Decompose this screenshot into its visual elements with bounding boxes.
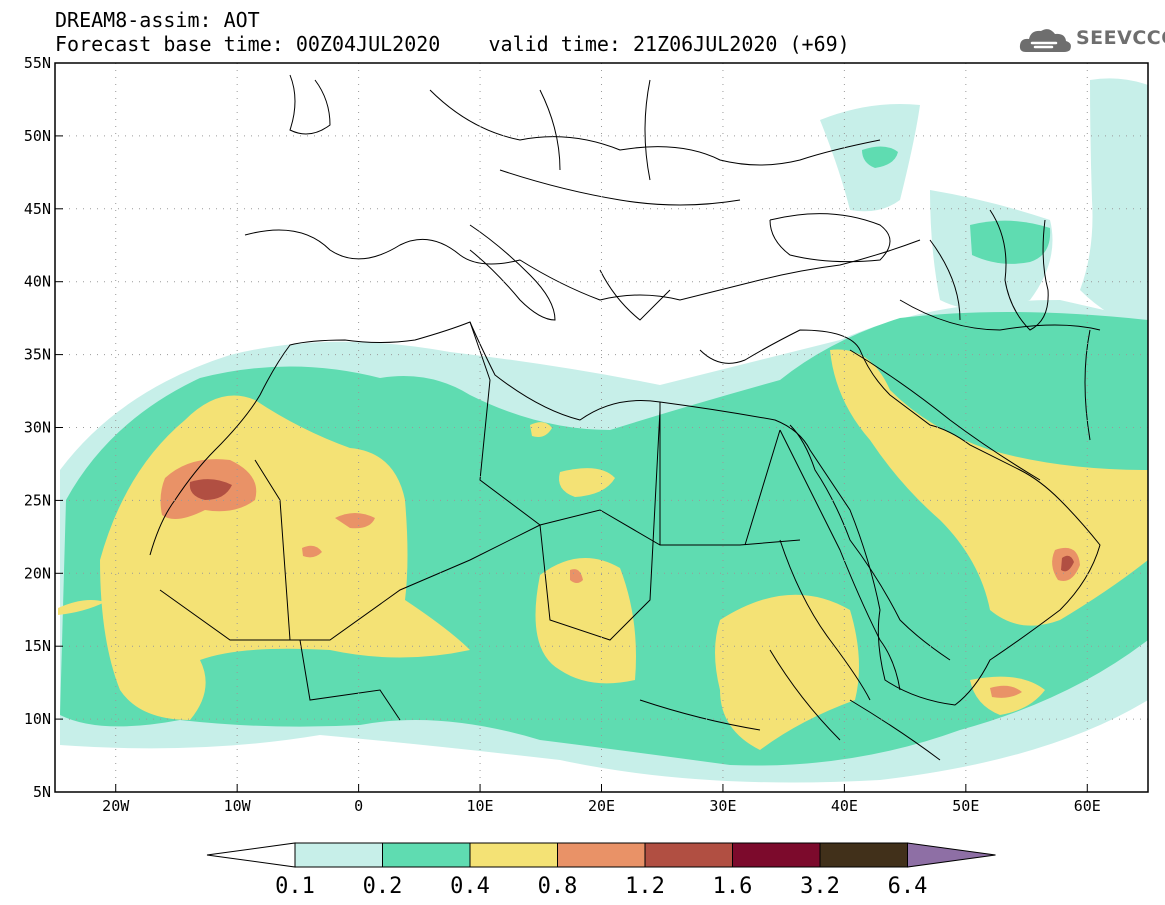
y-axis: 5N 10N 15N 20N 25N 30N 35N 40N 45N 50N 55N xyxy=(24,54,63,801)
x-tick-label: 10W xyxy=(224,797,252,815)
base-time: Forecast base time: 00Z04JUL2020 xyxy=(55,32,441,56)
border-egypt xyxy=(659,402,781,546)
colorbar-swatch xyxy=(644,842,733,868)
valid-time: valid time: 21Z06JUL2020 (+69) xyxy=(488,32,850,56)
colorbar-swatch xyxy=(557,842,646,868)
colorbar-label: 1.6 xyxy=(713,874,753,899)
coastline-italy xyxy=(469,224,556,321)
y-tick-label: 35N xyxy=(24,346,51,364)
x-axis: 20W 10W 0 10E 20E 30E 40E 50E 60E xyxy=(102,784,1101,815)
colorbar-label: 0.1 xyxy=(275,874,315,899)
border-sahara-1 xyxy=(254,459,801,641)
product-title: DREAM8-assim: AOT xyxy=(55,8,260,32)
x-tick-label: 50E xyxy=(952,797,979,815)
cloud-icon xyxy=(1019,29,1071,52)
y-tick-label: 15N xyxy=(24,637,51,655)
colorbar-label: 1.2 xyxy=(625,874,665,899)
x-tick-label: 60E xyxy=(1074,797,1101,815)
colorbar-swatch xyxy=(469,842,558,868)
coastline-uk xyxy=(289,74,331,135)
y-tick-label: 55N xyxy=(24,54,51,72)
colorbar-label: 0.8 xyxy=(538,874,578,899)
colorbar-swatch xyxy=(732,842,821,868)
border-west xyxy=(159,589,401,721)
colorbar-swatch xyxy=(382,842,471,868)
border-eastafrica xyxy=(639,539,941,761)
border-sahara-2 xyxy=(469,321,661,641)
x-tick-label: 20W xyxy=(102,797,130,815)
aot-level-1.2 xyxy=(189,479,1074,572)
colorbar-over-arrow xyxy=(907,842,996,868)
y-tick-label: 30N xyxy=(24,419,51,437)
colorbar-label: 0.2 xyxy=(363,874,403,899)
border-europe xyxy=(429,79,881,206)
x-tick-label: 0 xyxy=(354,797,363,815)
x-tick-label: 10E xyxy=(467,797,494,815)
map-header: DREAM8-assim: AOT Forecast base time: 00… xyxy=(55,8,955,56)
logo-text: SEEVCCC xyxy=(1076,27,1165,49)
map-outlines xyxy=(149,74,1101,761)
x-tick-label: 30E xyxy=(709,797,736,815)
coastline-europe xyxy=(244,229,921,301)
colorbar-label: 6.4 xyxy=(888,874,928,899)
y-tick-label: 20N xyxy=(24,564,51,582)
y-tick-label: 50N xyxy=(24,127,51,145)
colorbar-label: 0.4 xyxy=(450,874,490,899)
y-tick-label: 45N xyxy=(24,200,51,218)
time-line: Forecast base time: 00Z04JUL2020 valid t… xyxy=(55,32,955,56)
x-tick-label: 40E xyxy=(831,797,858,815)
x-tick-label: 20E xyxy=(588,797,615,815)
border-mideast xyxy=(849,239,1101,481)
colorbar-under-arrow xyxy=(206,842,296,868)
colorbar-swatch xyxy=(294,842,383,868)
coastline-greece xyxy=(599,269,671,321)
coastline-blacksea xyxy=(769,213,891,263)
aot-field xyxy=(58,78,1148,783)
colorbar: 0.1 0.2 0.4 0.8 1.2 1.6 3.2 6.4 xyxy=(206,842,996,899)
seevccc-logo: SEEVCCC xyxy=(1018,24,1165,56)
y-tick-label: 5N xyxy=(33,783,51,801)
y-tick-label: 25N xyxy=(24,491,51,509)
colorbar-label: 3.2 xyxy=(800,874,840,899)
colorbar-swatch xyxy=(819,842,908,868)
coastline-arabia xyxy=(789,424,951,661)
coastline-caspian xyxy=(989,209,1049,331)
y-tick-label: 40N xyxy=(24,273,51,291)
coastline xyxy=(149,321,1101,706)
y-tick-label: 10N xyxy=(24,710,51,728)
coastline-redsea xyxy=(779,429,901,691)
